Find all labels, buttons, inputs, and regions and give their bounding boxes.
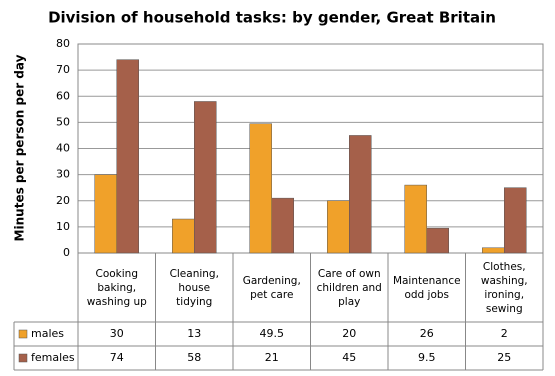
bar (172, 218, 195, 254)
y-tick-label: 70 (56, 63, 70, 76)
y-tick-label: 40 (56, 142, 70, 155)
category-cell: Care of own children and play (316, 267, 382, 308)
y-tick-label: 80 (56, 37, 70, 50)
y-tick-label: 30 (56, 168, 70, 181)
table-value: 21 (265, 351, 279, 364)
category-cell: Clothes, washing, ironing, sewing (480, 260, 528, 315)
bar (194, 101, 217, 254)
bar (349, 135, 372, 254)
y-tick-label: 50 (56, 115, 70, 128)
legend-key (18, 329, 28, 339)
bar (404, 184, 427, 254)
y-tick-label: 20 (56, 194, 70, 207)
bar (426, 227, 449, 254)
category-cell: Maintenance odd jobs (392, 274, 461, 301)
table-value: 9.5 (418, 351, 436, 364)
table-value: 2 (501, 327, 508, 340)
bar (116, 59, 139, 254)
x-tick-label: Maintenance odd jobs (392, 274, 461, 301)
x-tick-label: Cooking baking, washing up (86, 267, 147, 308)
x-tick-label: Care of own children and play (316, 267, 382, 308)
legend-label: females (31, 351, 75, 364)
bar (271, 197, 294, 254)
y-tick-label: 0 (63, 246, 70, 259)
x-tick-label: Clothes, washing, ironing, sewing (480, 260, 528, 315)
category-cell: Cooking baking, washing up (86, 267, 147, 308)
table-value: 26 (420, 327, 434, 340)
category-cell: Cleaning, house tidying (169, 267, 219, 308)
bar (249, 123, 272, 254)
y-tick-label: 60 (56, 89, 70, 102)
table-value: 30 (110, 327, 124, 340)
table-value: 13 (187, 327, 201, 340)
y-tick-label: 10 (56, 220, 70, 233)
table-value: 74 (110, 351, 124, 364)
x-tick-label: Cleaning, house tidying (169, 267, 219, 308)
table-value: 25 (497, 351, 511, 364)
table-value: 20 (342, 327, 356, 340)
table-value: 58 (187, 351, 201, 364)
chart-title: Division of household tasks: by gender, … (48, 9, 496, 27)
y-axis-label: Minutes per person per day (13, 54, 27, 241)
category-cell: Gardening, pet care (242, 274, 301, 301)
table-value: 45 (342, 351, 356, 364)
table-value: 49.5 (260, 327, 285, 340)
x-tick-label: Gardening, pet care (242, 274, 301, 301)
legend-key (18, 353, 28, 363)
legend-label: males (31, 327, 64, 340)
bar (94, 174, 117, 254)
bar (482, 247, 505, 254)
bar (504, 187, 527, 254)
bar (327, 200, 350, 254)
